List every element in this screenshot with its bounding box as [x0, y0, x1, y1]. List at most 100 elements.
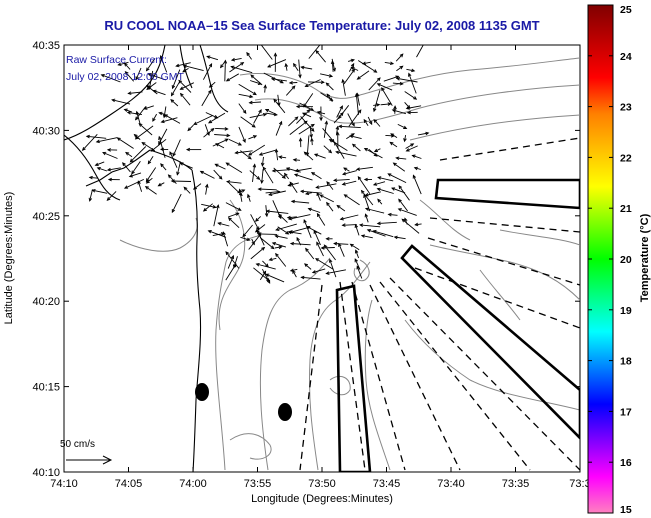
- current-vector: [213, 204, 220, 227]
- current-vector: [349, 134, 362, 140]
- current-vector: [203, 62, 213, 80]
- current-vector: [171, 69, 181, 90]
- current-vector: [228, 182, 243, 197]
- current-vector: [320, 246, 335, 250]
- current-vector: [289, 120, 308, 135]
- y-axis-ticks: 40:35 40:30 40:25 40:20 40:15 40:10: [32, 40, 580, 479]
- current-vector: [341, 78, 346, 96]
- current-vector: [300, 65, 313, 70]
- current-vector: [383, 75, 400, 82]
- y-tick-label: 40:15: [32, 382, 60, 394]
- current-vector: [265, 273, 285, 283]
- current-vector: [364, 207, 385, 214]
- current-vector: [288, 214, 311, 221]
- current-vector: [170, 179, 192, 183]
- current-vector: [363, 177, 372, 182]
- current-vector: [205, 183, 209, 195]
- current-vector: [403, 135, 407, 143]
- current-vector: [357, 60, 378, 73]
- current-vector: [170, 99, 179, 107]
- current-vector: [307, 207, 321, 213]
- colorbar-tick-label: 16: [620, 457, 632, 469]
- colorbar-tick-label: 15: [620, 504, 632, 516]
- current-vector: [323, 244, 336, 261]
- current-vector: [373, 148, 381, 153]
- current-vector: [290, 199, 310, 204]
- colorbar-tick-label: 22: [620, 152, 632, 164]
- current-vector: [246, 51, 252, 60]
- current-vector: [137, 180, 143, 192]
- current-vector: [152, 113, 157, 122]
- current-vector: [396, 65, 404, 72]
- current-vector: [393, 105, 397, 114]
- current-vector: [292, 158, 301, 162]
- station-marker-2: [278, 403, 292, 421]
- current-vector: [376, 83, 393, 91]
- current-vector: [303, 219, 312, 238]
- surface-current-vectors: [81, 45, 430, 284]
- current-vector: [199, 170, 215, 179]
- colorbar-tick-label: 24: [620, 51, 632, 63]
- y-tick-label: 40:30: [32, 125, 60, 137]
- current-vector: [373, 118, 381, 127]
- current-vector: [325, 236, 333, 241]
- current-vector: [333, 241, 349, 246]
- current-vector: [326, 93, 333, 102]
- current-vector: [293, 173, 313, 181]
- current-vector: [250, 246, 266, 260]
- current-vector: [262, 268, 271, 284]
- current-vector: [213, 169, 223, 180]
- current-vector: [257, 187, 277, 191]
- current-vector: [397, 123, 408, 129]
- current-vector: [152, 89, 166, 96]
- current-vector: [316, 191, 321, 201]
- current-vector: [316, 212, 326, 226]
- current-vector: [343, 167, 350, 172]
- current-vector: [305, 135, 310, 157]
- current-vector: [214, 163, 226, 170]
- current-vector: [389, 141, 398, 148]
- current-vector: [377, 198, 383, 205]
- current-vector: [361, 61, 371, 66]
- current-vector: [398, 185, 410, 201]
- current-vector: [283, 172, 290, 180]
- current-vector: [274, 245, 283, 250]
- current-vector: [368, 77, 381, 91]
- current-vector: [363, 148, 383, 159]
- colorbar-tick-label: 17: [620, 406, 632, 418]
- current-vector: [182, 68, 189, 73]
- current-vector: [349, 243, 360, 251]
- current-vector: [247, 144, 266, 156]
- current-vector: [311, 268, 326, 274]
- current-vector: [159, 55, 168, 73]
- current-vector: [363, 118, 369, 127]
- current-vector: [372, 89, 381, 113]
- current-vector: [333, 141, 345, 159]
- x-tick-label: 73:45: [373, 478, 401, 490]
- current-vector: [377, 176, 394, 182]
- current-vector: [123, 178, 144, 189]
- current-vector: [328, 258, 337, 278]
- current-vector: [372, 181, 386, 186]
- current-vector: [395, 53, 404, 62]
- current-vector: [85, 134, 107, 139]
- current-vector: [296, 109, 311, 124]
- current-vector: [124, 71, 135, 82]
- current-vector: [287, 182, 299, 187]
- current-vector: [179, 82, 194, 90]
- current-vector: [326, 201, 334, 212]
- current-vector: [354, 249, 360, 259]
- current-vector: [275, 252, 287, 267]
- current-vector: [405, 143, 415, 149]
- current-vector: [169, 151, 178, 168]
- current-vector: [274, 148, 279, 161]
- current-vector: [338, 242, 345, 257]
- current-vector: [201, 203, 217, 209]
- current-vector: [126, 111, 142, 116]
- current-vector: [287, 230, 302, 235]
- colorbar-tick-label: 21: [620, 203, 632, 215]
- current-vector: [395, 156, 407, 160]
- x-tick-label: 73:3: [569, 478, 590, 490]
- current-vector: [358, 223, 381, 228]
- colorbar-label: Temperature (°C): [639, 213, 651, 302]
